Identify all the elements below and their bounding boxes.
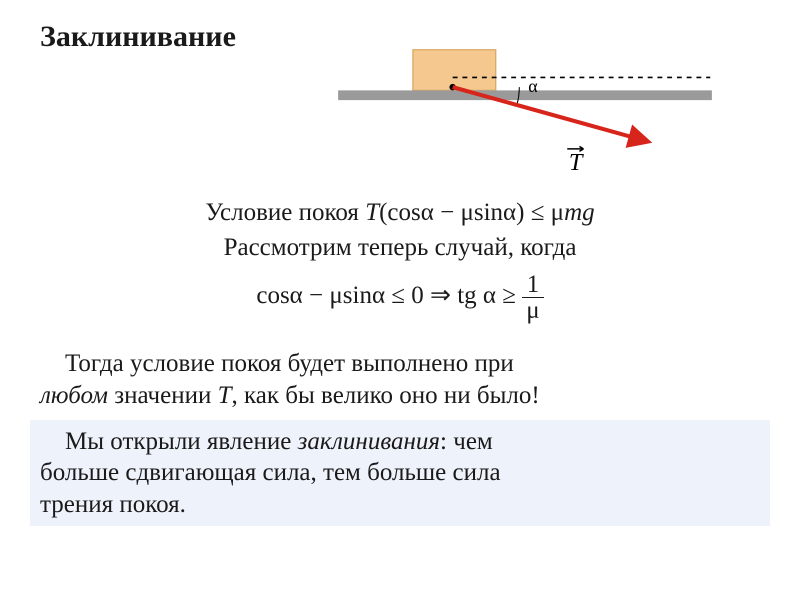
svg-text:T: T [569, 149, 584, 170]
fraction-one-over-mu: 1 μ [522, 272, 543, 323]
condition-line: Условие покоя T(cosα − μsinα) ≤ μmg [40, 197, 760, 228]
conclusion-line-2: больше сдвигающая сила, тем больше сила [40, 457, 760, 488]
conclusion-line-3: трения покоя. [40, 489, 760, 520]
diagram-surface [338, 90, 712, 100]
condition-prefix: Условие покоя [205, 199, 365, 226]
conclusion-line-1: Мы открыли явление заклинивания: чем [40, 426, 760, 457]
consider-line: Рассмотрим теперь случай, когда [40, 232, 760, 263]
condition-formula: T [365, 199, 379, 226]
alpha-label: α [528, 76, 537, 96]
inequality-line: cosα − μsinα ≤ 0 ⇒ tg α ≥ 1 μ [40, 272, 760, 323]
wedging-diagram: α T [295, 40, 755, 170]
conclusion-block: Мы открыли явление заклинивания: чем бол… [30, 420, 770, 526]
diagram-block [413, 50, 496, 91]
then-line-1: Тогда условие покоя будет выполнено при [40, 348, 760, 379]
vector-T-label: T [567, 146, 584, 170]
then-line-2: любом значении T, как бы велико оно ни б… [40, 380, 760, 411]
